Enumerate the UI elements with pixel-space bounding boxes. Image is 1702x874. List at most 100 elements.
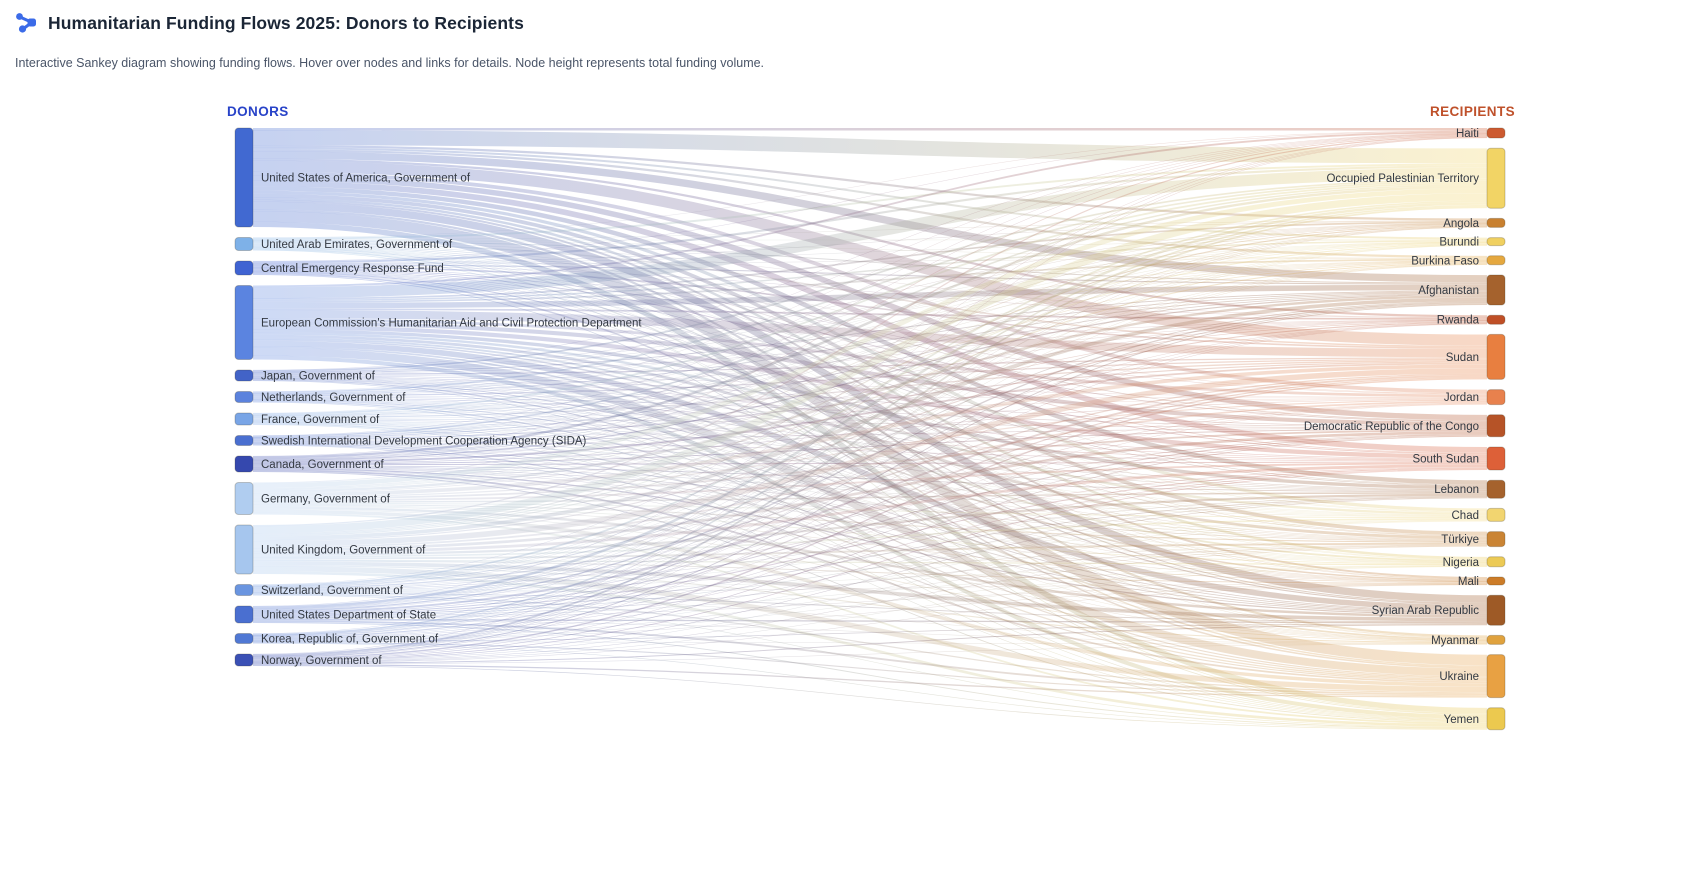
sankey-link[interactable] [252,241,1488,394]
recipient-node[interactable] [1486,507,1506,522]
sankey-link[interactable] [252,320,1488,418]
sankey-link[interactable] [252,137,1488,607]
donor-node[interactable] [234,653,254,667]
sankey-link[interactable] [252,644,1488,665]
recipient-node[interactable] [1486,389,1506,406]
sankey-link[interactable] [252,131,1488,288]
donor-node[interactable] [234,237,254,251]
sankey-link[interactable] [252,571,1488,727]
sankey-link[interactable] [252,292,1488,417]
sankey-link[interactable] [252,242,1488,460]
sankey-link[interactable] [252,245,1488,636]
sankey-link[interactable] [252,265,1488,349]
sankey-link[interactable] [252,206,1488,657]
sankey-link[interactable] [252,328,1488,490]
sankey-link[interactable] [252,467,1488,564]
sankey-link[interactable] [252,240,1488,284]
sankey-link[interactable] [252,322,1488,589]
sankey-link[interactable] [252,376,1488,490]
sankey-link[interactable] [252,201,1488,603]
sankey-link[interactable] [252,497,1488,640]
sankey-link[interactable] [252,137,1488,655]
sankey-link[interactable] [252,304,1488,658]
sankey-link[interactable] [252,337,1488,562]
sankey-link[interactable] [252,165,1488,264]
recipient-node[interactable] [1486,531,1506,548]
sankey-link[interactable] [252,224,1488,460]
sankey-link[interactable] [252,403,1488,615]
sankey-link[interactable] [252,243,1488,394]
sankey-link[interactable] [252,492,1488,503]
sankey-link[interactable] [252,133,1488,414]
sankey-link[interactable] [252,624,1488,664]
sankey-link[interactable] [252,130,1488,262]
donor-node[interactable] [234,482,254,515]
sankey-link[interactable] [252,400,1488,679]
donor-node[interactable] [234,391,254,403]
sankey-link[interactable] [252,244,1488,610]
sankey-link[interactable] [252,260,1488,395]
sankey-link[interactable] [252,184,1488,438]
sankey-link[interactable] [252,584,1488,664]
sankey-link[interactable] [252,642,1488,730]
sankey-link[interactable] [252,136,1488,585]
sankey-link[interactable] [252,303,1488,637]
sankey-link[interactable] [252,297,1488,541]
sankey-link[interactable] [252,290,1488,374]
sankey-link[interactable] [252,593,1488,694]
sankey-link[interactable] [252,433,1488,591]
sankey-link[interactable] [252,258,1488,303]
sankey-link[interactable] [252,324,1488,459]
sankey-link[interactable] [252,594,1488,728]
sankey-link[interactable] [252,565,1488,619]
donor-node[interactable] [234,127,254,228]
sankey-link[interactable] [252,185,1488,459]
sankey-link[interactable] [252,368,1488,547]
recipient-node[interactable] [1486,556,1506,568]
sankey-link[interactable] [252,204,1488,636]
sankey-link[interactable] [252,623,1488,642]
sankey-link[interactable] [252,396,1488,399]
sankey-link[interactable] [252,182,1488,416]
sankey-link[interactable] [252,264,1488,657]
sankey-link[interactable] [252,495,1488,592]
recipient-node[interactable] [1486,707,1506,731]
sankey-link[interactable] [252,565,1488,593]
recipient-node[interactable] [1486,274,1506,306]
sankey-link[interactable] [252,261,1488,491]
sankey-link[interactable] [252,242,1488,416]
sankey-link[interactable] [252,227,1488,657]
sankey-link[interactable] [252,302,1488,612]
sankey-link[interactable] [252,180,1488,394]
recipient-node[interactable] [1486,479,1506,499]
sankey-link[interactable] [252,188,1488,489]
sankey-link[interactable] [252,261,1488,438]
sankey-link[interactable] [252,618,1488,624]
sankey-link[interactable] [252,243,1488,536]
sankey-link[interactable] [252,441,1488,517]
donor-node[interactable] [234,412,254,426]
donor-node[interactable] [234,285,254,360]
sankey-link[interactable] [252,202,1488,609]
sankey-link[interactable] [252,400,1488,641]
sankey-link[interactable] [252,167,1488,299]
sankey-link[interactable] [252,566,1488,663]
sankey-link[interactable] [252,264,1488,636]
donor-node[interactable] [234,605,254,624]
sankey-link[interactable] [252,620,1488,696]
sankey-link[interactable] [252,130,1488,238]
sankey-link[interactable] [252,398,1488,419]
donor-node[interactable] [234,524,254,575]
sankey-link[interactable] [252,178,1488,372]
sankey-link[interactable] [252,309,1488,358]
sankey-link[interactable] [252,378,1488,660]
recipient-node[interactable] [1486,446,1506,471]
sankey-link[interactable] [252,442,1488,614]
sankey-link[interactable] [252,134,1488,484]
sankey-link[interactable] [252,149,1488,259]
recipient-node[interactable] [1486,634,1506,645]
sankey-link[interactable] [252,320,1488,462]
sankey-link[interactable] [252,399,1488,613]
sankey-link[interactable] [252,400,1488,549]
sankey-link[interactable] [252,223,1488,416]
